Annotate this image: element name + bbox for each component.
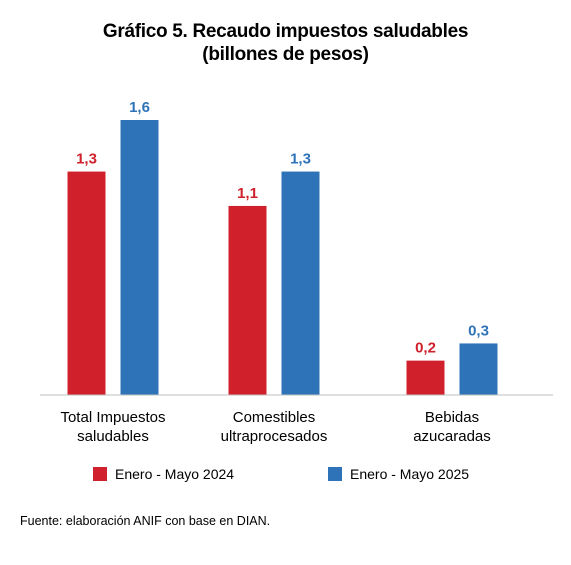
- bar-2025-0: [120, 120, 159, 395]
- bar-2024-0: [67, 171, 106, 395]
- bar-chart: 1,3 1,1 0,2 1,6 1,3 0,3 Total Impuestos saludab…: [40, 99, 553, 445]
- legend-label-2024: Enero - Mayo 2024: [115, 466, 235, 482]
- bar-2025-2: [459, 343, 498, 395]
- chart-title: Gráfico 5. Recaudo impuestos saludables …: [0, 20, 571, 66]
- x-tick-label-2-0: Bebidas: [425, 409, 479, 426]
- legend-item-2024: Enero - Mayo 2024: [93, 466, 234, 482]
- bar-2024-2: [406, 360, 445, 395]
- legend-label-2025: Enero - Mayo 2025: [350, 466, 470, 482]
- x-tick-label-1-0: Comestibles: [233, 409, 316, 426]
- data-label-2025-1: 1,3: [290, 151, 311, 168]
- data-label-2024-0: 1,3: [76, 151, 97, 168]
- legend-swatch-2024: [93, 467, 107, 481]
- source-note: Fuente: elaboración ANIF con base en DIA…: [20, 514, 271, 528]
- bar-2025-1: [281, 171, 320, 395]
- data-label-2024-2: 0,2: [415, 340, 436, 357]
- chart-subtitle: (billones de pesos): [202, 44, 369, 65]
- data-label-2024-1: 1,1: [237, 185, 258, 202]
- legend-swatch-2025: [328, 467, 342, 481]
- data-label-2025-0: 1,6: [129, 99, 150, 116]
- x-tick-label-2-1: azucaradas: [413, 428, 491, 445]
- x-tick-label-0-0: Total Impuestos: [60, 409, 165, 426]
- chart-title-main: Gráfico 5. Recaudo impuestos saludables: [102, 21, 469, 42]
- data-label-2025-2: 0,3: [468, 322, 489, 339]
- x-tick-label-0-1: saludables: [77, 428, 149, 445]
- legend: Enero - Mayo 2024 Enero - Mayo 2025: [0, 466, 571, 490]
- legend-item-2025: Enero - Mayo 2025: [328, 466, 469, 482]
- x-tick-label-1-1: ultraprocesados: [221, 428, 328, 445]
- bar-2024-1: [228, 205, 267, 395]
